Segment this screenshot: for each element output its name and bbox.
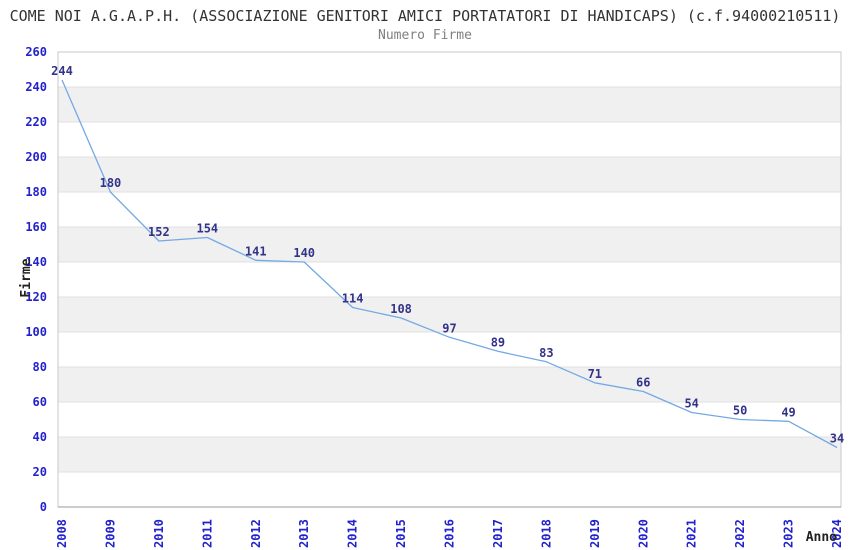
grid-band (58, 297, 841, 332)
x-tick-label: 2024 (830, 519, 844, 548)
y-tick-label: 0 (40, 500, 47, 514)
grid-band (58, 437, 841, 472)
x-tick-label: 2013 (297, 519, 311, 548)
y-tick-label: 80 (33, 360, 47, 374)
x-tick-label: 2017 (491, 519, 505, 548)
data-line (61, 79, 838, 449)
x-tick-label: 2022 (733, 519, 747, 548)
chart-subtitle: Numero Firme (378, 28, 472, 43)
grid-band (58, 157, 841, 192)
data-label: 83 (539, 346, 553, 360)
grid-band (58, 367, 841, 402)
x-tick-label: 2020 (636, 519, 650, 548)
data-label: 89 (491, 335, 505, 349)
y-tick-label: 60 (33, 395, 47, 409)
data-label: 49 (781, 405, 795, 419)
x-tick-label: 2018 (539, 519, 553, 548)
y-tick-label: 240 (25, 80, 47, 94)
x-tick-label: 2015 (394, 519, 408, 548)
y-tick-label: 160 (25, 220, 47, 234)
x-tick-label: 2019 (588, 519, 602, 548)
y-tick-label: 220 (25, 115, 47, 129)
data-label: 97 (442, 321, 456, 335)
data-label: 66 (636, 376, 650, 390)
grid-band (58, 87, 841, 122)
data-label: 71 (588, 367, 602, 381)
x-tick-label: 2014 (346, 519, 360, 548)
x-tick-label: 2016 (443, 519, 457, 548)
x-tick-label: 2011 (200, 519, 214, 548)
x-tick-label: 2008 (55, 519, 69, 548)
data-label: 34 (830, 432, 844, 446)
x-tick-label: 2012 (249, 519, 263, 548)
y-axis-label: Firme (19, 258, 34, 297)
grid-band (58, 227, 841, 262)
x-tick-label: 2009 (103, 519, 117, 548)
chart-title: COME NOI A.G.A.P.H. (ASSOCIAZIONE GENITO… (9, 7, 841, 25)
data-label: 108 (390, 302, 412, 316)
y-tick-label: 200 (25, 150, 47, 164)
data-label: 114 (342, 292, 364, 306)
x-axis-label: Anno (806, 530, 837, 545)
y-tick-label: 140 (25, 255, 47, 269)
x-tick-label: 2023 (782, 519, 796, 548)
y-tick-label: 260 (25, 45, 47, 59)
y-tick-label: 120 (25, 290, 47, 304)
data-label: 244 (51, 64, 73, 78)
data-label: 180 (100, 176, 122, 190)
data-label: 152 (148, 225, 170, 239)
y-tick-label: 20 (33, 465, 47, 479)
y-tick-label: 40 (33, 430, 47, 444)
data-label: 154 (196, 222, 218, 236)
data-label: 141 (245, 244, 267, 258)
y-tick-label: 180 (25, 185, 47, 199)
data-label: 50 (733, 404, 747, 418)
y-tick-label: 100 (25, 325, 47, 339)
x-tick-label: 2021 (685, 519, 699, 548)
x-tick-label: 2010 (152, 519, 166, 548)
data-label: 54 (684, 397, 698, 411)
data-label: 140 (293, 246, 315, 260)
